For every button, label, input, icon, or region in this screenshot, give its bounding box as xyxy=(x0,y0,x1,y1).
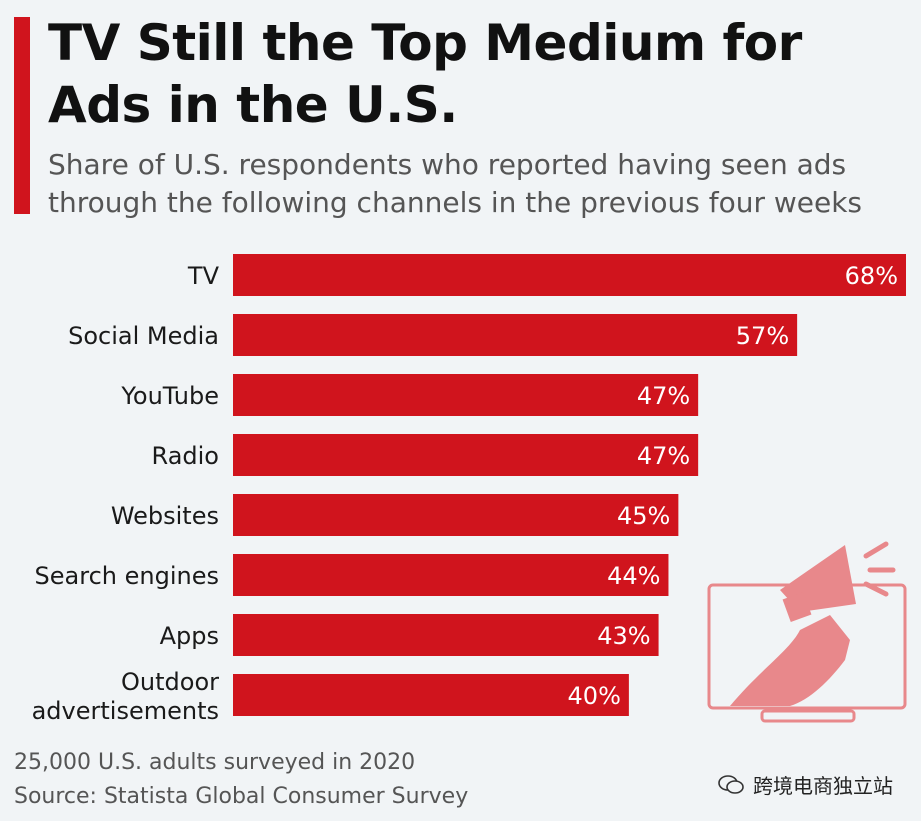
value-label-6: 43% xyxy=(597,622,650,650)
bar-3 xyxy=(233,434,699,476)
bar-2 xyxy=(233,374,699,416)
chart-subtitle: Share of U.S. respondents who reported h… xyxy=(48,148,863,219)
bar-4 xyxy=(233,494,679,536)
category-label-2: YouTube xyxy=(120,382,219,410)
category-label-1: Social Media xyxy=(68,322,219,350)
watermark-text: 跨境电商独立站 xyxy=(753,774,893,798)
category-label-4: Websites xyxy=(111,502,219,530)
survey-note: 25,000 U.S. adults surveyed in 2020 xyxy=(14,750,416,775)
watermark: 跨境电商独立站 xyxy=(717,770,893,799)
value-label-1: 57% xyxy=(736,322,789,350)
category-label-0: TV xyxy=(187,262,220,290)
bar-5 xyxy=(233,554,669,596)
wechat-icon xyxy=(718,774,744,794)
value-label-0: 68% xyxy=(845,262,898,290)
bars-layer: TV 68% Social Media 57% YouTube 47% Radio 47% We… xyxy=(32,254,906,725)
category-label-3: Radio xyxy=(152,442,219,470)
bar-0 xyxy=(233,254,906,296)
category-label-6: Apps xyxy=(160,622,219,650)
bar-chart: TV 68% Social Media 57% YouTube 47% Radio 47% We… xyxy=(32,254,907,725)
chart-title: TV Still the Top Medium for Ads in the U… xyxy=(48,14,802,134)
source-note: Source: Statista Global Consumer Survey xyxy=(14,784,469,809)
value-label-4: 45% xyxy=(617,502,670,530)
value-label-3: 47% xyxy=(637,442,690,470)
bar-6 xyxy=(233,614,659,656)
accent-bar xyxy=(14,17,30,214)
value-label-5: 44% xyxy=(607,562,660,590)
tv-megaphone-illustration xyxy=(707,541,907,723)
category-label-5: Search engines xyxy=(35,562,219,590)
bar-7 xyxy=(233,674,629,716)
category-label-7: Outdoor advertisements xyxy=(32,668,220,725)
value-label-7: 40% xyxy=(568,682,621,710)
bar-1 xyxy=(233,314,798,356)
value-label-2: 47% xyxy=(637,382,690,410)
